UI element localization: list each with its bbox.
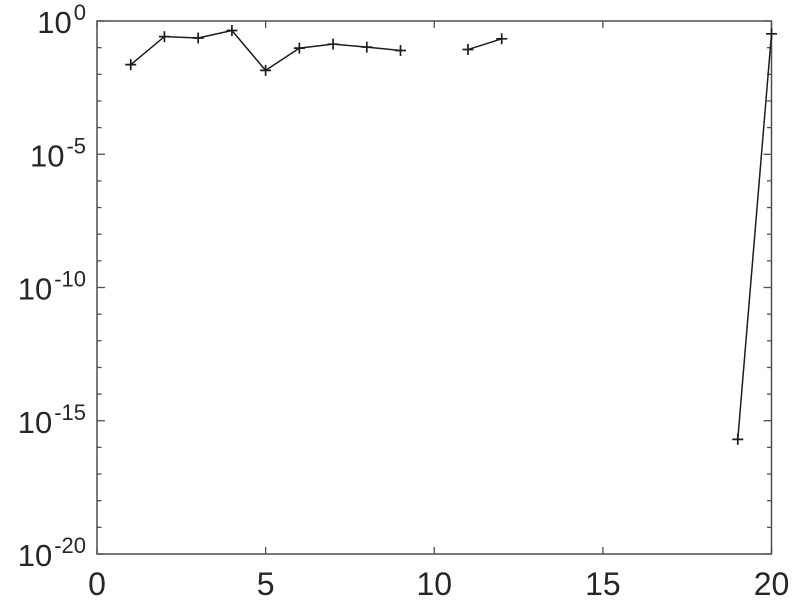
plus-marker (462, 44, 474, 56)
x-tick-label: 15 (585, 566, 621, 600)
y-tick-label: 10-20 (18, 533, 86, 573)
data-series (125, 25, 777, 445)
plot-box (96, 20, 773, 555)
data-line-segment (467, 38, 503, 51)
plus-marker (226, 25, 238, 37)
x-tick-label: 0 (88, 566, 106, 600)
x-tick-label: 20 (754, 566, 790, 600)
y-tick-label: 10-15 (18, 400, 86, 440)
plus-marker (192, 32, 204, 44)
plus-marker (260, 64, 272, 76)
data-line-segment (129, 29, 402, 72)
x-tick-label: 10 (416, 566, 452, 600)
plus-marker (327, 38, 339, 50)
y-tick-label: 10-5 (30, 133, 86, 173)
x-tick-label: 5 (257, 566, 275, 600)
y-axis-ticks (97, 20, 772, 555)
plus-marker (766, 28, 777, 40)
y-tick-label: 10-10 (18, 267, 86, 307)
plus-marker (361, 41, 373, 53)
plus-marker (496, 33, 508, 45)
plus-marker (293, 42, 305, 54)
x-axis-ticks: 0 5 10 15 20 (88, 21, 789, 600)
plus-marker (732, 433, 744, 445)
plus-marker (158, 31, 170, 43)
y-axis-labels: 100 10-5 10-10 10-15 10-20 (18, 0, 86, 573)
plus-marker (395, 45, 407, 57)
y-tick-label: 100 (37, 0, 86, 40)
data-line-segment (737, 33, 773, 441)
plus-marker (125, 59, 137, 71)
